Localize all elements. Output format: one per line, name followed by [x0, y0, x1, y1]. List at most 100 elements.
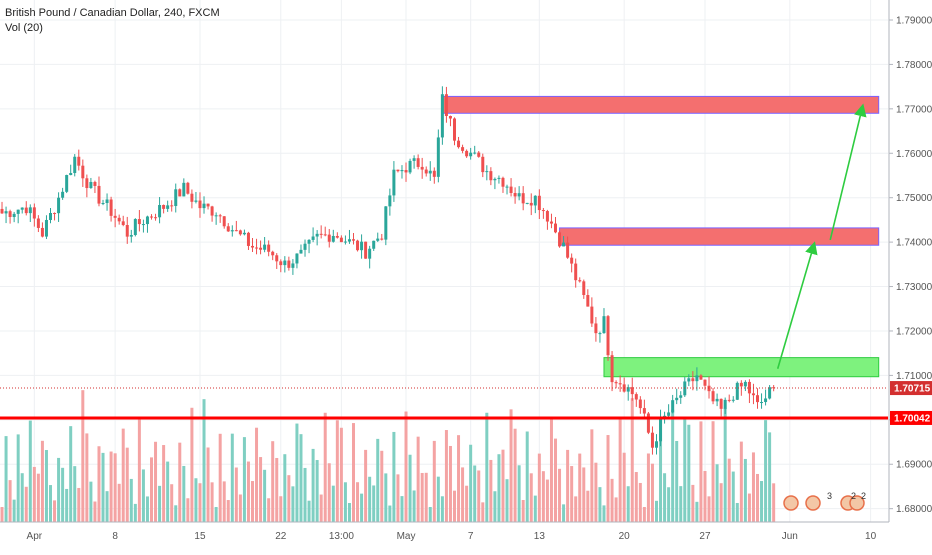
volume-bar	[481, 502, 485, 522]
candle-body	[719, 398, 723, 409]
volume-bar	[743, 458, 747, 522]
candlesticks	[0, 86, 776, 455]
volume-bar	[497, 454, 501, 522]
event-flag-icon	[849, 495, 865, 511]
projection-arrows[interactable]	[776, 103, 867, 369]
candle-body	[554, 223, 557, 233]
candle-body	[109, 199, 113, 216]
candle-body	[380, 238, 384, 240]
volume-bar	[650, 463, 654, 522]
candle-body	[85, 178, 89, 189]
volume-bar	[315, 460, 319, 522]
time-tick-label: 27	[699, 531, 711, 542]
candle-body	[747, 381, 751, 394]
drawn-zones[interactable]	[441, 95, 880, 378]
candle-body	[691, 378, 695, 382]
volume-bar	[141, 469, 145, 522]
candle-body	[158, 205, 162, 218]
time-axis[interactable]: Apr 8 15 22 13:00 May 7 13 20 27 Jun 10	[0, 521, 932, 550]
volume-bar	[764, 420, 768, 522]
volume-bar	[347, 503, 351, 522]
candle-body	[141, 224, 145, 226]
candle-body	[493, 178, 497, 181]
candle-body	[432, 170, 436, 177]
candle-body	[121, 221, 125, 226]
candle-body	[105, 199, 109, 204]
volume-bar	[352, 423, 355, 522]
candle-body	[566, 242, 570, 258]
volume-bar	[154, 441, 158, 522]
candle-body	[222, 216, 226, 227]
candle-body	[170, 205, 174, 207]
price-tick-label: 1.76000	[896, 149, 932, 160]
volume-bar	[562, 504, 566, 522]
candle-body	[368, 248, 372, 259]
candle-body	[339, 237, 343, 243]
candle-body	[626, 387, 630, 392]
candle-body	[372, 240, 376, 249]
volume-bar	[739, 441, 743, 522]
volume-bar	[618, 416, 622, 522]
candle-body	[396, 169, 400, 172]
volume-bar	[477, 470, 481, 522]
volume-bar	[162, 445, 166, 522]
volume-bar	[723, 408, 727, 522]
candle-body	[424, 169, 428, 174]
time-tick-label: 10	[865, 531, 877, 542]
horizontal-lines[interactable]	[0, 387, 888, 420]
volume-bar	[32, 466, 36, 522]
candle-body	[586, 295, 590, 307]
candle-body	[57, 197, 61, 214]
volume-bar	[545, 479, 549, 522]
volume-bar	[36, 473, 40, 522]
candle-body	[267, 244, 271, 252]
candle-body	[590, 306, 594, 324]
volume-bar	[283, 454, 287, 522]
volume-bar	[578, 453, 582, 522]
volume-bar	[57, 457, 61, 522]
volume-bar	[683, 418, 687, 522]
volume-bar	[356, 482, 360, 522]
volume-bar	[529, 473, 533, 522]
event-count-label: 3	[827, 491, 832, 501]
volume-bar	[461, 467, 465, 522]
volume-bar	[509, 409, 513, 522]
volume-bar	[457, 435, 461, 522]
volume-bar	[170, 484, 174, 522]
time-axis-bg	[0, 522, 932, 550]
candle-body	[675, 397, 679, 401]
price-axis[interactable]: 1.680001.690001.700001.710001.720001.730…	[888, 0, 932, 550]
candle-body	[335, 235, 339, 238]
volume-bar	[16, 434, 20, 522]
candle-body	[166, 205, 170, 209]
price-badge	[890, 381, 932, 396]
candle-body	[570, 257, 574, 264]
candle-body	[711, 391, 715, 402]
candle-body	[162, 205, 166, 209]
volume-bar	[263, 469, 267, 522]
volume-bar	[465, 485, 469, 522]
volume-bar	[307, 500, 311, 522]
time-tick-label: 20	[619, 531, 631, 542]
candle-body	[271, 251, 275, 256]
volume-bar	[299, 434, 303, 522]
candle-body	[242, 232, 246, 235]
candle-body	[287, 260, 291, 268]
volume-bar	[73, 466, 77, 522]
candle-body	[113, 215, 117, 218]
volume-bar	[12, 499, 16, 522]
volume-bar	[448, 445, 452, 522]
volume-bar	[671, 409, 675, 522]
candle-body	[489, 171, 493, 181]
candle-body	[679, 395, 683, 398]
volume-bar	[166, 461, 170, 522]
candle-body	[513, 193, 517, 197]
volume-bar	[364, 449, 368, 522]
volume-bar	[469, 444, 473, 522]
volume-bar	[158, 485, 162, 522]
candle-body	[133, 219, 137, 236]
volume-bar	[190, 407, 194, 522]
